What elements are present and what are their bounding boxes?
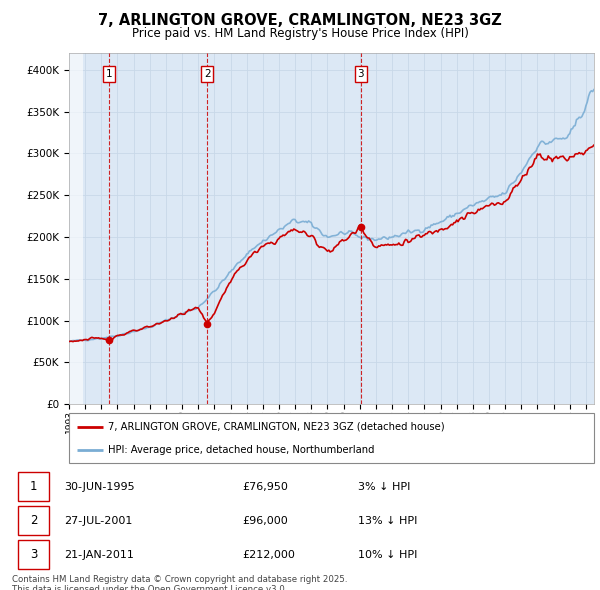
FancyBboxPatch shape	[18, 540, 49, 569]
Text: 2: 2	[204, 69, 211, 79]
Text: Contains HM Land Registry data © Crown copyright and database right 2025.
This d: Contains HM Land Registry data © Crown c…	[12, 575, 347, 590]
FancyBboxPatch shape	[18, 506, 49, 535]
Text: 10% ↓ HPI: 10% ↓ HPI	[358, 550, 417, 560]
Text: 27-JUL-2001: 27-JUL-2001	[64, 516, 132, 526]
Text: 3: 3	[358, 69, 364, 79]
Text: HPI: Average price, detached house, Northumberland: HPI: Average price, detached house, Nort…	[109, 445, 375, 455]
Text: 30-JUN-1995: 30-JUN-1995	[64, 481, 134, 491]
Text: 2: 2	[30, 514, 37, 527]
Text: 21-JAN-2011: 21-JAN-2011	[64, 550, 134, 560]
Text: 13% ↓ HPI: 13% ↓ HPI	[358, 516, 417, 526]
Text: £96,000: £96,000	[242, 516, 288, 526]
Text: 3% ↓ HPI: 3% ↓ HPI	[358, 481, 410, 491]
Text: £76,950: £76,950	[242, 481, 288, 491]
Text: 1: 1	[30, 480, 37, 493]
FancyBboxPatch shape	[18, 472, 49, 501]
Bar	[69, 53, 83, 404]
Text: 7, ARLINGTON GROVE, CRAMLINGTON, NE23 3GZ: 7, ARLINGTON GROVE, CRAMLINGTON, NE23 3G…	[98, 13, 502, 28]
Text: £212,000: £212,000	[242, 550, 295, 560]
Text: Price paid vs. HM Land Registry's House Price Index (HPI): Price paid vs. HM Land Registry's House …	[131, 27, 469, 40]
Text: 3: 3	[30, 548, 37, 561]
FancyBboxPatch shape	[69, 413, 594, 463]
Text: 1: 1	[106, 69, 113, 79]
Text: 7, ARLINGTON GROVE, CRAMLINGTON, NE23 3GZ (detached house): 7, ARLINGTON GROVE, CRAMLINGTON, NE23 3G…	[109, 421, 445, 431]
